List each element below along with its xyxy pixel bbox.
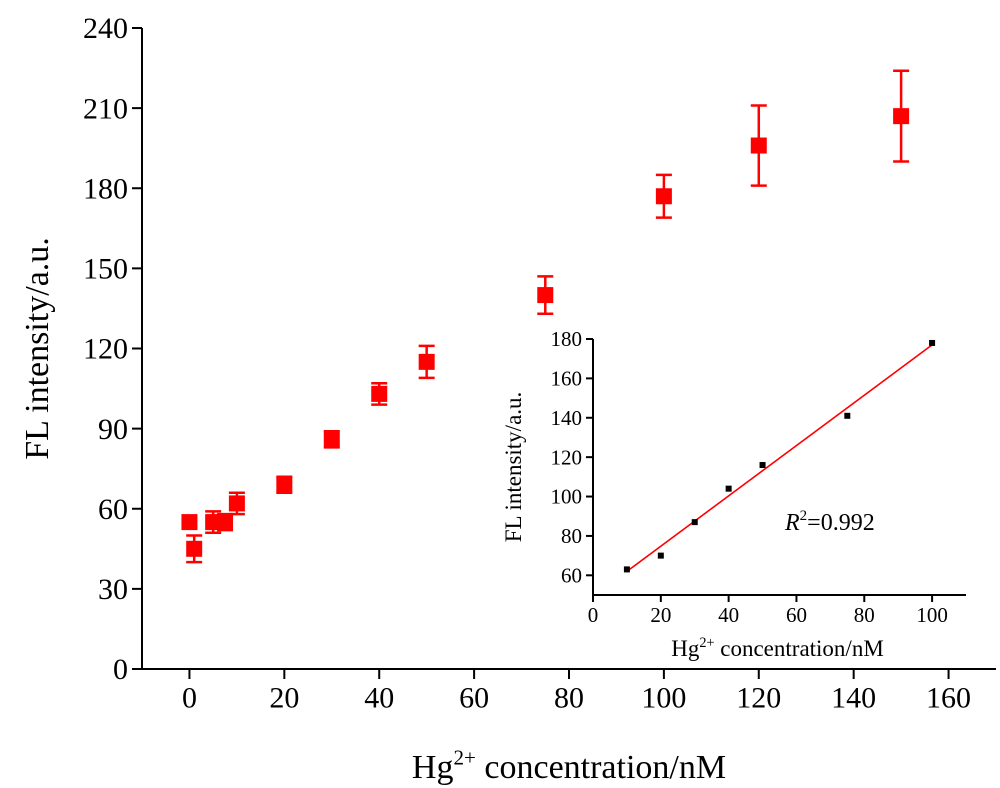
inset-y-tick-label: 140 (551, 406, 583, 430)
inset-fit-line (626, 344, 933, 573)
inset-r2-sup: 2 (800, 508, 808, 524)
main-y-tick-label: 180 (83, 172, 128, 205)
main-x-tick-label: 80 (554, 682, 584, 715)
inset-r2-label: R (784, 510, 800, 536)
main-y-tick-label: 150 (83, 253, 128, 286)
main-data-point (750, 137, 767, 154)
inset-y-tick-label: 120 (551, 445, 583, 469)
inset-x-tick-label: 0 (588, 603, 599, 627)
main-x-tick-label: 160 (926, 682, 971, 715)
main-x-tick-label: 40 (364, 682, 394, 715)
inset-x-axis-label-main: Hg (671, 636, 700, 661)
inset-data-point (759, 462, 766, 469)
main-x-axis-label: Hg2+ concentration/nM (412, 745, 726, 786)
inset-background (500, 322, 996, 662)
main-x-axis-label-sup: 2+ (453, 745, 475, 769)
main-x-tick-label: 100 (641, 682, 686, 715)
main-y-tick-label: 0 (113, 653, 128, 686)
main-y-tick-label: 120 (83, 333, 128, 366)
main-data-point (228, 495, 245, 512)
inset-y-tick-label: 180 (551, 327, 583, 351)
main-data-point (893, 108, 910, 125)
main-x-axis-label-main: Hg (412, 749, 454, 786)
main-y-axis-label: FL intensity/a.u. (19, 237, 56, 460)
inset-x-tick-label: 60 (786, 603, 807, 627)
main-data-point (418, 353, 435, 370)
inset-r2-annotation: R2=0.992 (784, 508, 875, 536)
main-x-tick-label: 20 (269, 682, 299, 715)
inset-x-tick-label: 100 (916, 603, 948, 627)
inset-y-tick-label: 100 (551, 485, 583, 509)
main-data-point (181, 514, 198, 531)
inset-data-point (929, 339, 936, 346)
main-x-tick-label: 0 (182, 682, 197, 715)
main-y-tick-label: 30 (98, 573, 128, 606)
inset-r2-value: =0.992 (807, 510, 875, 536)
inset-y-tick-label: 80 (561, 524, 582, 548)
inset-y-tick-label: 60 (561, 563, 582, 587)
main-data-point (217, 514, 234, 531)
main-y-tick-label: 240 (83, 12, 128, 45)
inset-data-point (623, 566, 630, 573)
main-x-axis-label-rest: concentration/nM (476, 749, 726, 786)
main-x-tick-label: 60 (459, 682, 489, 715)
main-data-point (186, 540, 203, 557)
inset-data-point (691, 519, 698, 526)
main-data-point (276, 476, 293, 493)
inset-x-tick-label: 80 (854, 603, 875, 627)
main-y-tick-label: 90 (98, 413, 128, 446)
inset-data-point (657, 552, 664, 559)
main-data-point (371, 385, 388, 402)
inset-data-point (725, 485, 732, 492)
inset-x-axis-label-rest: concentration/nM (715, 636, 884, 661)
main-x-tick-label: 140 (831, 682, 876, 715)
inset-y-axis-label: FL intensity/a.u. (501, 392, 526, 543)
inset-plot: 60 80 100 120 140 160 180 0 20 40 60 80 100 Hg2+ conc… (500, 322, 996, 662)
main-data-point (323, 431, 340, 448)
inset-x-axis-label-sup: 2+ (699, 635, 714, 651)
main-data-point (655, 188, 672, 205)
main-y-tick-label: 210 (83, 92, 128, 125)
main-y-tick-label: 60 (98, 493, 128, 526)
inset-x-tick-label: 20 (650, 603, 671, 627)
inset-y-tick-label: 160 (551, 367, 583, 391)
main-x-tick-label: 120 (736, 682, 781, 715)
inset-x-axis-label: Hg2+ concentration/nM (671, 635, 884, 661)
main-data-point (537, 287, 554, 304)
inset-data-point (844, 412, 851, 419)
inset-x-tick-label: 40 (718, 603, 739, 627)
